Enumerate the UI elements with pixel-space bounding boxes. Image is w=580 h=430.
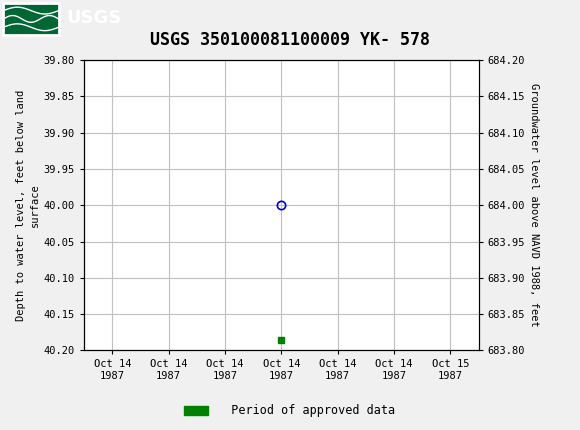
Legend:   Period of approved data: Period of approved data (180, 399, 400, 422)
Y-axis label: Depth to water level, feet below land
surface: Depth to water level, feet below land su… (16, 90, 39, 321)
Bar (3, 3, 59, 35)
Y-axis label: Groundwater level above NAVD 1988, feet: Groundwater level above NAVD 1988, feet (529, 83, 539, 327)
Text: USGS: USGS (67, 9, 122, 27)
Text: USGS 350100081100009 YK- 578: USGS 350100081100009 YK- 578 (150, 31, 430, 49)
